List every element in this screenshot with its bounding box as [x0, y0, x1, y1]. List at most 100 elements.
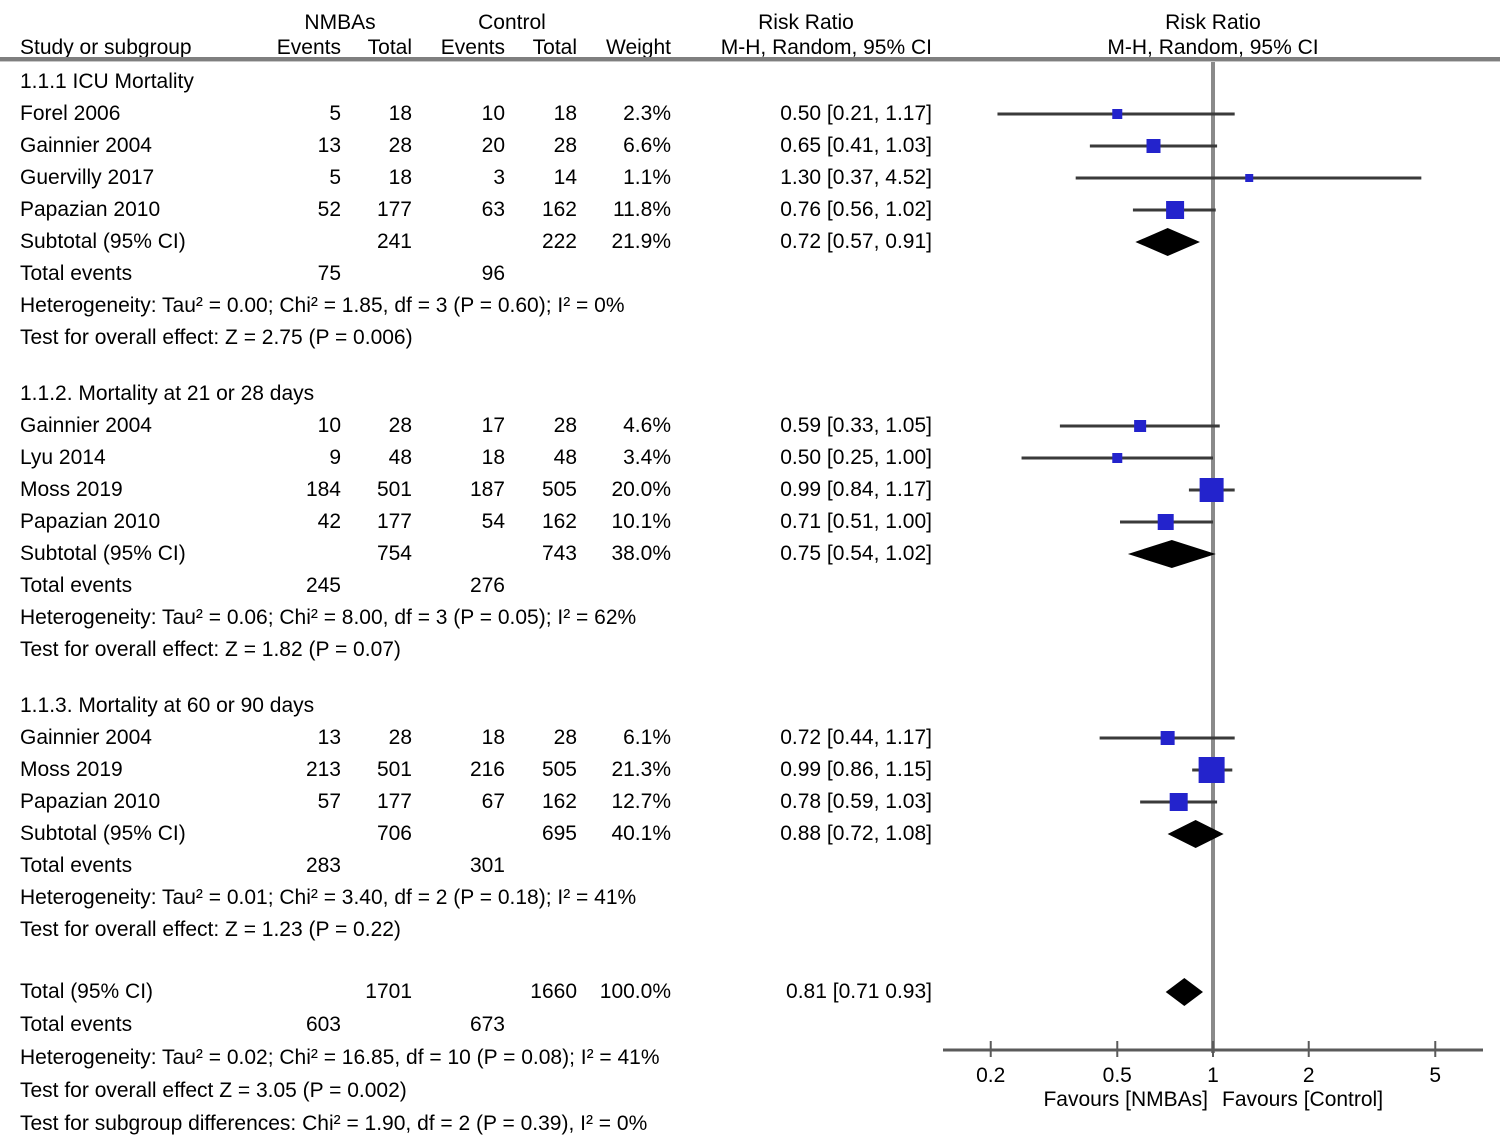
- header-divider: [0, 57, 1500, 62]
- total2-value: 14: [553, 166, 577, 189]
- axis-tick-label: 0.5: [1103, 1064, 1132, 1087]
- weight-value: 3.4%: [623, 446, 671, 469]
- effect-square: [1134, 420, 1147, 432]
- total2-value: 18: [553, 102, 577, 125]
- weight-column-header: Weight: [606, 36, 671, 59]
- events1-value: 42: [317, 510, 341, 533]
- total-events2-value: 276: [469, 574, 505, 597]
- total2-value: 743: [541, 542, 577, 565]
- study-label: Gainnier 2004: [20, 414, 152, 437]
- weight-value: 10.1%: [611, 510, 671, 533]
- events1-value: 9: [329, 446, 341, 469]
- total2-column-header: Total: [532, 36, 577, 59]
- overall-effect-text: Test for overall effect: Z = 1.23 (P = 0…: [20, 918, 401, 941]
- rr-ci-value: 0.72 [0.44, 1.17]: [780, 726, 932, 749]
- total2-value: 48: [553, 446, 577, 469]
- total1-value: 501: [376, 758, 412, 781]
- overall-effect-text: Test for overall effect: Z = 1.82 (P = 0…: [20, 638, 401, 661]
- events1-value: 13: [317, 134, 341, 157]
- section-label: 1.1.1 ICU Mortality: [20, 70, 194, 93]
- effect-square: [1245, 174, 1254, 182]
- total-events1-value: 75: [317, 262, 341, 285]
- events2-value: 63: [481, 198, 505, 221]
- heterogeneity-text: Heterogeneity: Tau² = 0.00; Chi² = 1.85,…: [20, 294, 625, 317]
- rr-ci-value: 0.50 [0.21, 1.17]: [780, 102, 932, 125]
- weight-value: 2.3%: [623, 102, 671, 125]
- total2-value: 162: [541, 790, 577, 813]
- study-label: Lyu 2014: [20, 446, 106, 469]
- favours-right-label: Favours [Control]: [1222, 1088, 1383, 1111]
- total-events-label: Total events: [20, 574, 133, 597]
- axis-tick-label: 1: [1207, 1064, 1219, 1087]
- rr-ci-value: 0.76 [0.56, 1.02]: [780, 198, 932, 221]
- study-label: Guervilly 2017: [20, 166, 155, 189]
- total1-value: 28: [388, 134, 412, 157]
- effect-square: [1157, 514, 1174, 530]
- events2-value: 216: [469, 758, 505, 781]
- subtotal-diamond: [1127, 540, 1216, 568]
- effect-square: [1112, 109, 1123, 119]
- events1-value: 213: [305, 758, 341, 781]
- total2-value: 505: [541, 758, 577, 781]
- total1-value: 18: [388, 102, 412, 125]
- group1-header: NMBAs: [304, 11, 376, 34]
- heterogeneity-text: Heterogeneity: Tau² = 0.02; Chi² = 16.85…: [20, 1046, 660, 1069]
- total-events2-value: 673: [469, 1013, 505, 1036]
- study-label: Papazian 2010: [20, 198, 161, 221]
- axis-tick-label: 2: [1303, 1064, 1315, 1087]
- section-label: 1.1.3. Mortality at 60 or 90 days: [20, 694, 315, 717]
- weight-value: 4.6%: [623, 414, 671, 437]
- effect-square: [1199, 478, 1224, 502]
- rr-ci-value: 0.50 [0.25, 1.00]: [780, 446, 932, 469]
- total1-value: 18: [388, 166, 412, 189]
- total1-value: 177: [376, 198, 412, 221]
- events1-value: 52: [317, 198, 341, 221]
- study-label: Moss 2019: [20, 758, 123, 781]
- section-label: 1.1.2. Mortality at 21 or 28 days: [20, 382, 315, 405]
- effect-square: [1166, 201, 1185, 219]
- events2-value: 18: [481, 446, 505, 469]
- study-label: Total (95% CI): [20, 980, 154, 1003]
- events2-value: 10: [481, 102, 505, 125]
- total-events1-value: 245: [305, 574, 341, 597]
- study-label: Subtotal (95% CI): [20, 542, 186, 565]
- events1-value: 13: [317, 726, 341, 749]
- rr-ci-value: 0.65 [0.41, 1.03]: [780, 134, 932, 157]
- total2-value: 505: [541, 478, 577, 501]
- weight-value: 12.7%: [611, 790, 671, 813]
- effect-square: [1112, 453, 1123, 463]
- events2-value: 18: [481, 726, 505, 749]
- weight-value: 20.0%: [611, 478, 671, 501]
- rr-ci-value: 1.30 [0.37, 4.52]: [780, 166, 932, 189]
- total-events1-value: 283: [305, 854, 341, 877]
- weight-value: 1.1%: [623, 166, 671, 189]
- weight-value: 40.1%: [611, 822, 671, 845]
- total1-value: 48: [388, 446, 412, 469]
- effect-square: [1160, 731, 1175, 745]
- axis-tick-label: 5: [1429, 1064, 1441, 1087]
- total2-value: 28: [553, 414, 577, 437]
- events2-value: 67: [481, 790, 505, 813]
- total1-value: 177: [376, 790, 412, 813]
- rr-ci-value: 0.99 [0.86, 1.15]: [780, 758, 932, 781]
- total1-value: 754: [376, 542, 412, 565]
- overall-effect-text: Test for overall effect Z = 3.05 (P = 0.…: [20, 1079, 407, 1102]
- total1-value: 241: [376, 230, 412, 253]
- study-label: Papazian 2010: [20, 790, 161, 813]
- rr-ci-value: 0.88 [0.72, 1.08]: [780, 822, 932, 845]
- group2-header: Control: [478, 11, 546, 34]
- heterogeneity-text: Heterogeneity: Tau² = 0.06; Chi² = 8.00,…: [20, 606, 637, 629]
- weight-value: 38.0%: [611, 542, 671, 565]
- weight-value: 100.0%: [599, 980, 671, 1003]
- rr-ci-value: 0.99 [0.84, 1.17]: [780, 478, 932, 501]
- effect-square: [1146, 139, 1161, 153]
- total2-value: 1660: [530, 980, 577, 1003]
- subtotal-diamond: [1135, 228, 1200, 256]
- total2-value: 222: [541, 230, 577, 253]
- total1-value: 28: [388, 726, 412, 749]
- weight-value: 11.8%: [613, 198, 671, 221]
- total1-value: 706: [376, 822, 412, 845]
